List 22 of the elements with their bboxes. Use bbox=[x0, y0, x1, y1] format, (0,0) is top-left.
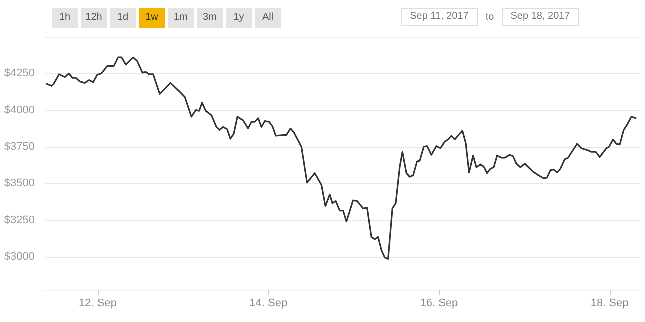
text: 1y bbox=[226, 8, 252, 28]
y-tick-label: $4250 bbox=[4, 68, 35, 80]
x-tick-label: 16. Sep bbox=[420, 298, 458, 310]
text: Sep 11, 2017 bbox=[401, 8, 478, 26]
text: 12h bbox=[81, 8, 107, 28]
text: 1d bbox=[110, 8, 136, 28]
y-tick-label: $3250 bbox=[4, 214, 35, 226]
text: 3m bbox=[197, 8, 223, 28]
x-tick-label: 18. Sep bbox=[590, 298, 629, 310]
y-tick-label: $4000 bbox=[4, 104, 35, 116]
text: 1m bbox=[168, 8, 194, 28]
y-tick-label: $3000 bbox=[4, 251, 35, 263]
text: Sep 18, 2017 bbox=[502, 8, 579, 26]
text: All bbox=[255, 8, 281, 28]
x-tick-label: 14. Sep bbox=[250, 298, 288, 310]
text: 1h bbox=[52, 8, 78, 28]
text: 1w bbox=[139, 8, 165, 28]
text: to bbox=[484, 12, 496, 22]
x-tick-label: 12. Sep bbox=[79, 298, 117, 310]
y-tick-label: $3500 bbox=[4, 178, 35, 190]
y-tick-label: $3750 bbox=[4, 141, 35, 153]
line-series bbox=[46, 56, 637, 260]
